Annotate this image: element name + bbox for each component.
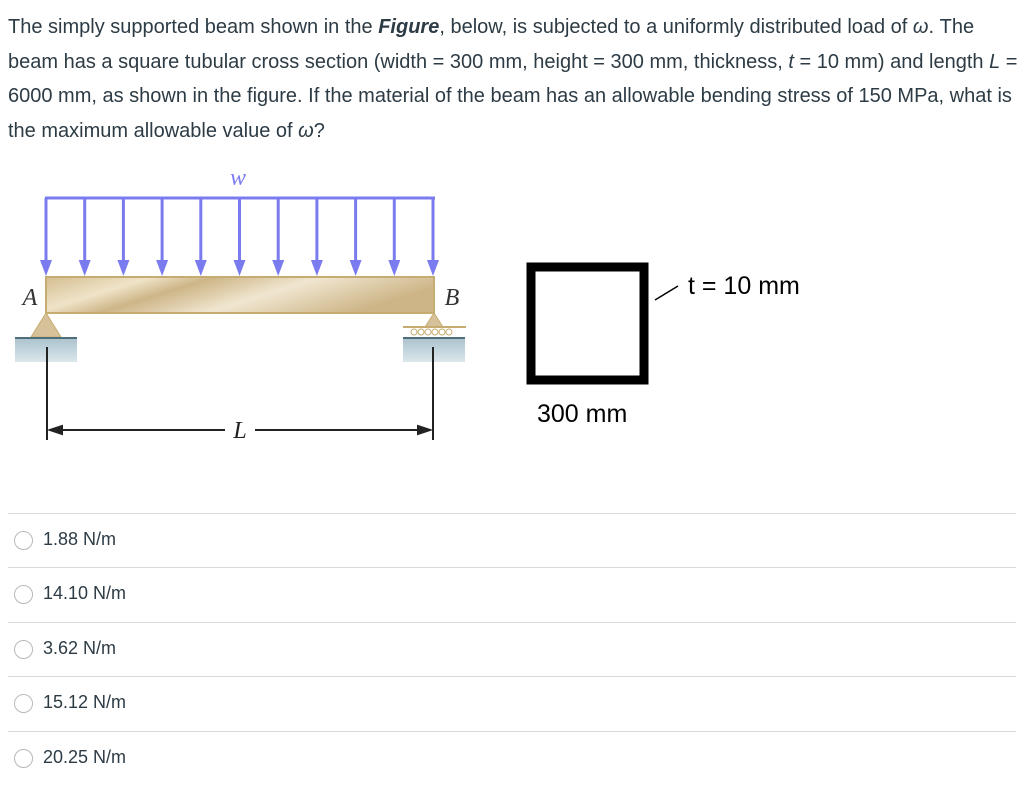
load-arrowhead [427, 260, 439, 276]
option-4[interactable]: 15.12 N/m [8, 676, 1016, 731]
option-2[interactable]: 14.10 N/m [8, 567, 1016, 622]
radio-button[interactable] [14, 749, 33, 768]
roller-support-b [403, 312, 466, 362]
q-L: L [989, 50, 1001, 73]
q-text: = 6000 mm, as shown in the figure. If th… [8, 50, 1018, 142]
q-omega: ω [298, 119, 314, 142]
option-label: 14.10 N/m [43, 583, 127, 603]
distributed-load [40, 196, 439, 276]
option-label: 15.12 N/m [43, 692, 127, 712]
q-text: ? [313, 119, 325, 142]
length-dimension [46, 347, 434, 440]
q-omega: ω [912, 16, 929, 38]
load-arrowhead [156, 260, 169, 276]
option-1[interactable]: 1.88 N/m [8, 513, 1016, 568]
load-arrowhead [349, 260, 362, 276]
radio-button[interactable] [14, 640, 33, 659]
option-label: 20.25 N/m [43, 747, 127, 767]
beam [45, 276, 435, 314]
load-arrowhead [233, 260, 246, 276]
option-3[interactable]: 3.62 N/m [8, 622, 1016, 677]
load-arrowhead [78, 260, 91, 276]
thickness-label: t = 10 mm [688, 272, 800, 300]
cross-section [526, 262, 649, 385]
load-arrowhead [194, 260, 207, 276]
radio-button[interactable] [14, 531, 33, 550]
load-arrowhead [40, 260, 52, 276]
radio-button[interactable] [14, 694, 33, 713]
q-figure-word: Figure [378, 16, 440, 38]
support-b-label: B [445, 285, 460, 311]
option-label: 3.62 N/m [43, 638, 117, 658]
load-label: w [230, 165, 246, 191]
radio-button[interactable] [14, 585, 33, 604]
width-label: 300 mm [537, 400, 627, 428]
length-label: L [232, 418, 246, 444]
q-text: The simply supported beam shown in the [8, 16, 379, 38]
question-text: The simply supported beam shown in the F… [8, 10, 1018, 148]
thickness-leader [654, 285, 679, 301]
support-a-label: A [21, 285, 38, 311]
q-text: = 10 mm) and length [793, 50, 990, 73]
q-text: . The beam has a square tubular cross se… [8, 16, 975, 73]
q-t: t [788, 50, 794, 73]
beam-figure: w A B L t = 10 mm 300 mm [15, 165, 800, 444]
load-arrowhead [388, 260, 401, 276]
load-arrowhead [117, 260, 130, 276]
load-arrowhead [272, 260, 285, 276]
load-arrowhead [310, 260, 323, 276]
q-text: , below, is subjected to a uniformly dis… [439, 16, 913, 38]
option-label: 1.88 N/m [43, 529, 117, 549]
option-5[interactable]: 20.25 N/m [8, 731, 1016, 786]
